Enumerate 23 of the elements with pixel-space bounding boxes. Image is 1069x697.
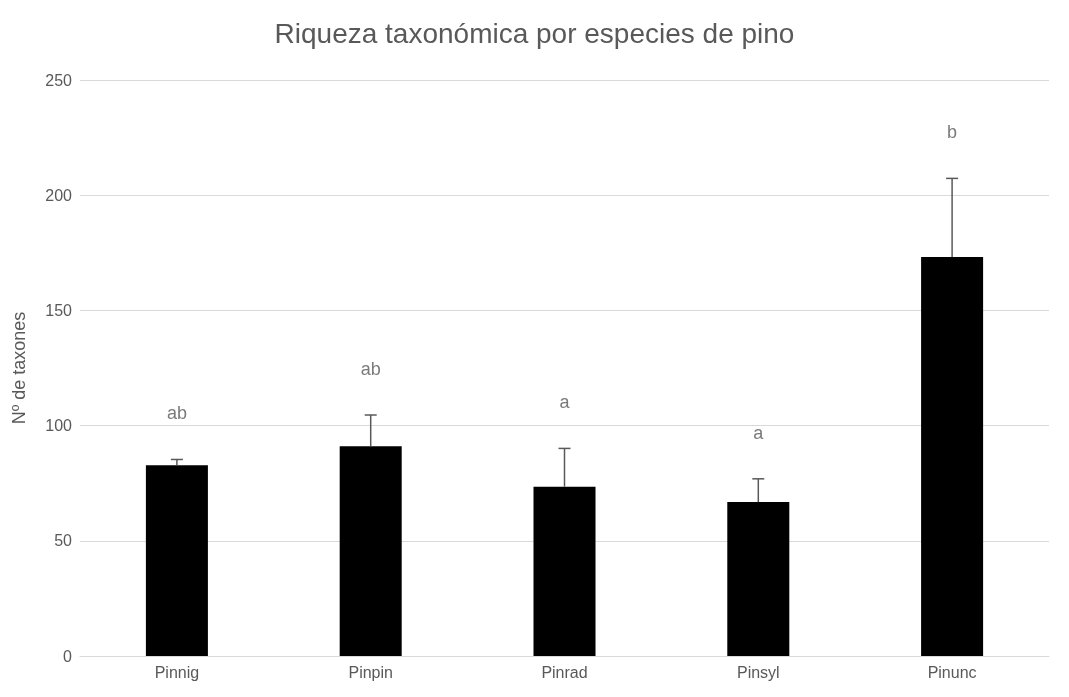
chart-title: Riqueza taxonómica por especies de pino [274,17,795,49]
y-tick-label: 50 [54,532,73,550]
bar [339,446,402,656]
x-tick-label: Pinpin [348,663,393,681]
bar [921,256,984,656]
y-tick-label: 200 [45,186,73,204]
y-tick-label: 250 [45,71,73,89]
annotation: b [947,122,958,143]
bar [533,486,596,656]
y-axis-title: Nº de taxones [9,311,29,425]
annotation: a [559,392,571,413]
annotation: ab [360,358,381,379]
annotation: a [753,422,765,443]
y-tick-label: 150 [45,301,73,319]
x-tick-label: Pinsyl [736,663,780,681]
bar [727,502,790,656]
annotation: ab [166,403,187,424]
x-tick-label: Pinunc [927,663,977,681]
y-tick-label: 100 [45,417,73,435]
y-tick-label: 0 [63,647,73,665]
bar [145,465,208,656]
x-tick-label: Pinrad [541,663,588,681]
x-tick-label: Pinnig [154,663,200,681]
